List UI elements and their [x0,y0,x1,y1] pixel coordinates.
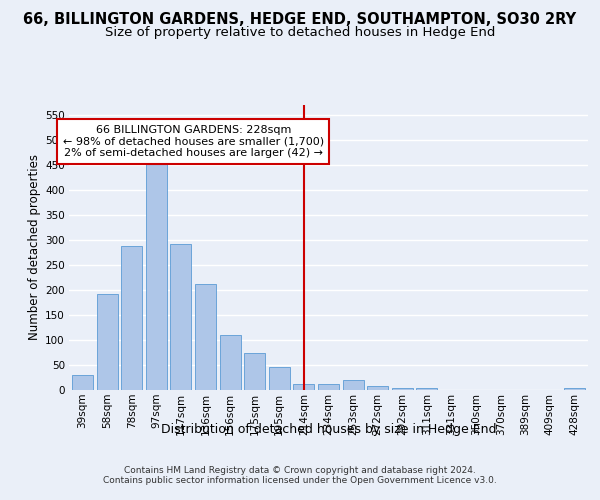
Text: Distribution of detached houses by size in Hedge End: Distribution of detached houses by size … [161,422,497,436]
Bar [72,375,93,390]
Bar [121,246,142,390]
Text: 66 BILLINGTON GARDENS: 228sqm
← 98% of detached houses are smaller (1,700)
2% of: 66 BILLINGTON GARDENS: 228sqm ← 98% of d… [62,125,324,158]
Text: 66, BILLINGTON GARDENS, HEDGE END, SOUTHAMPTON, SO30 2RY: 66, BILLINGTON GARDENS, HEDGE END, SOUTH… [23,12,577,28]
Bar [293,384,314,390]
Bar [318,384,339,390]
Bar [367,386,388,390]
Bar [343,380,364,390]
Text: Contains public sector information licensed under the Open Government Licence v3: Contains public sector information licen… [103,476,497,485]
Text: Size of property relative to detached houses in Hedge End: Size of property relative to detached ho… [105,26,495,39]
Bar [220,335,241,390]
Bar [244,352,265,390]
Bar [269,366,290,390]
Bar [392,388,413,390]
Y-axis label: Number of detached properties: Number of detached properties [28,154,41,340]
Bar [97,294,118,390]
Bar [564,388,585,390]
Text: Contains HM Land Registry data © Crown copyright and database right 2024.: Contains HM Land Registry data © Crown c… [124,466,476,475]
Bar [416,388,437,390]
Bar [170,244,191,390]
Bar [146,161,167,390]
Bar [195,284,216,390]
